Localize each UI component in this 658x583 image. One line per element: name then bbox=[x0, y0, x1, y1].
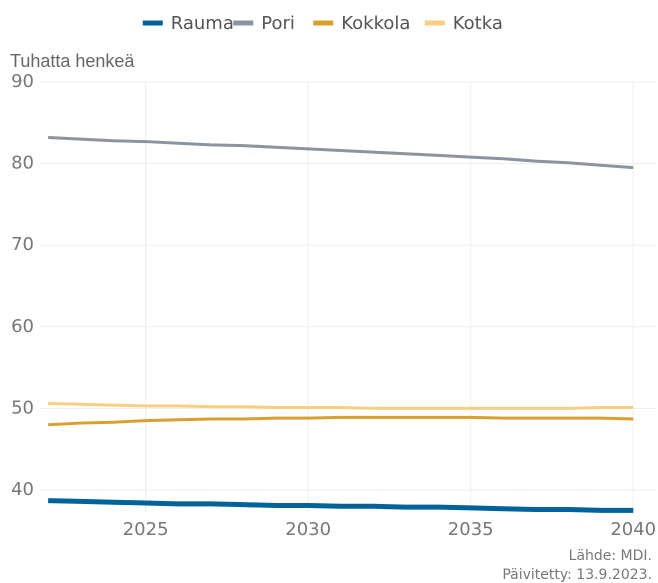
y-tick-label: 40 bbox=[11, 479, 34, 500]
y-tick-label: 60 bbox=[11, 316, 34, 337]
legend-label: Pori bbox=[261, 13, 295, 34]
x-tick-label: 2035 bbox=[448, 519, 494, 540]
updated: Päivitetty: 13.9.2023. bbox=[502, 567, 652, 583]
y-tick-label: 70 bbox=[11, 234, 34, 255]
legend-label: Kokkola bbox=[341, 13, 410, 34]
y-axis-label: Tuhatta henkeä bbox=[10, 51, 135, 71]
x-tick-label: 2030 bbox=[285, 519, 331, 540]
line bbox=[48, 135, 634, 170]
x-tick-label: 2040 bbox=[610, 519, 656, 540]
source: Lähde: MDI. bbox=[569, 548, 652, 564]
line bbox=[48, 498, 634, 513]
x-tick-label: 2025 bbox=[123, 519, 169, 540]
legend-label: Rauma bbox=[171, 13, 234, 34]
y-tick-label: 80 bbox=[11, 153, 34, 174]
y-tick-label: 90 bbox=[11, 71, 34, 92]
legend-label: Kotka bbox=[453, 13, 503, 34]
line bbox=[48, 415, 634, 427]
y-tick-label: 50 bbox=[11, 397, 34, 418]
line bbox=[48, 401, 634, 410]
